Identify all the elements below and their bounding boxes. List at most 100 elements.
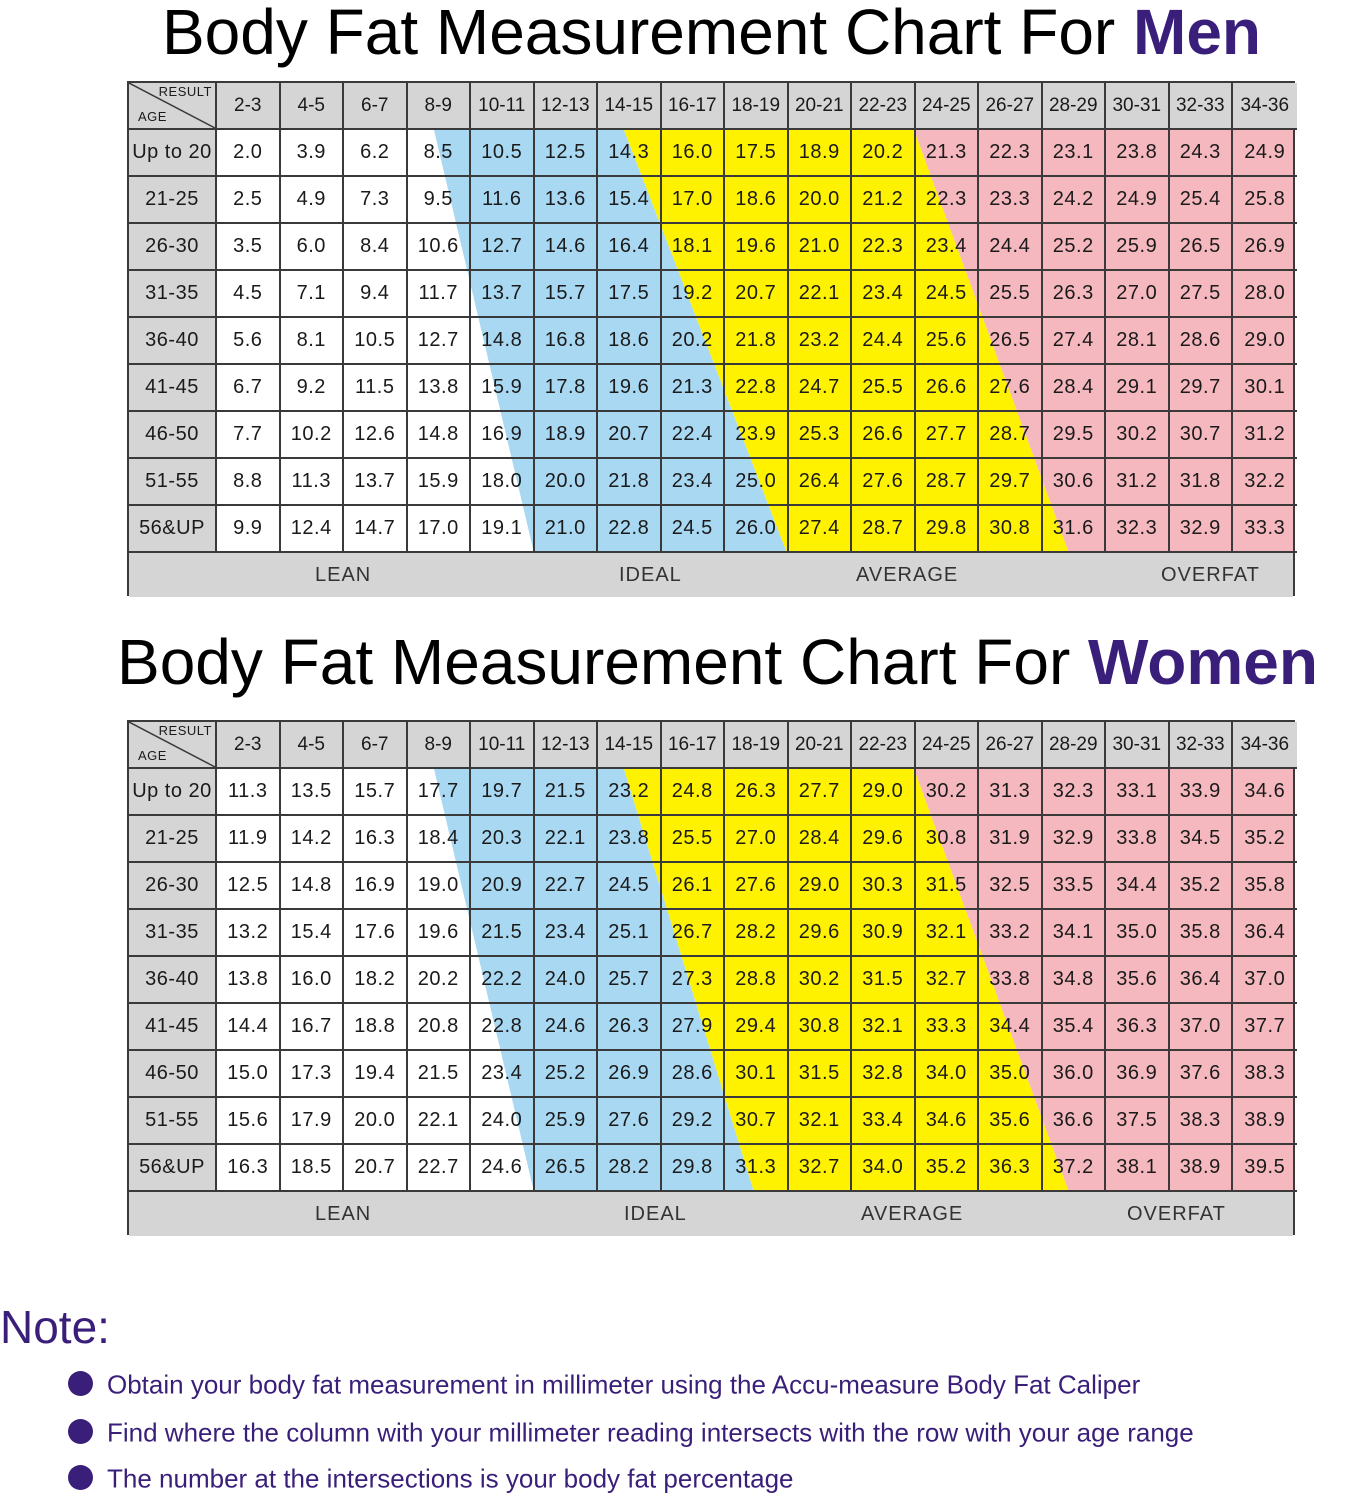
men-value-cell: 3.5 xyxy=(217,224,281,271)
women-value-cell: 20.2 xyxy=(407,957,471,1004)
women-value-cell: 32.1 xyxy=(852,1004,916,1051)
women-value-cell: 26.5 xyxy=(534,1145,598,1192)
men-body-fat-table: RESULT AGE 2-3 4-5 6-7 8-9 10-11 12-13 14-15 16-1… xyxy=(127,81,1297,597)
women-value-cell: 29.4 xyxy=(725,1004,789,1051)
women-footer-overfat: OVERFAT xyxy=(1127,1203,1226,1225)
men-overfat-zone xyxy=(914,130,1293,553)
men-age-label: Up to 20 xyxy=(129,130,217,177)
men-value-cell: 32.2 xyxy=(1233,459,1297,506)
men-column-header: 12-13 xyxy=(534,83,598,130)
men-value-cell: 25.0 xyxy=(725,459,789,506)
women-value-cell: 16.7 xyxy=(280,1004,344,1051)
women-value-cell: 34.1 xyxy=(1042,910,1106,957)
men-value-cell: 20.0 xyxy=(534,459,598,506)
women-table-row: 41-45 14.4 16.7 18.8 20.8 22.8 24.6 26.3 27.9 29.… xyxy=(129,1004,1297,1051)
men-value-cell: 28.0 xyxy=(1233,271,1297,318)
men-value-cell: 14.8 xyxy=(407,412,471,459)
men-value-cell: 32.9 xyxy=(1169,506,1233,553)
men-value-cell: 29.0 xyxy=(1233,318,1297,365)
women-age-label: 51-55 xyxy=(129,1098,217,1145)
men-column-header: 30-31 xyxy=(1106,83,1170,130)
women-value-cell: 35.0 xyxy=(1106,910,1170,957)
bullet-icon xyxy=(68,1370,93,1396)
women-value-cell: 14.8 xyxy=(280,863,344,910)
men-value-cell: 24.9 xyxy=(1233,130,1297,177)
women-table-row: Up to 20 11.3 13.5 15.7 17.7 19.7 21.5 23.2 24.8… xyxy=(129,769,1297,816)
men-value-cell: 13.6 xyxy=(534,177,598,224)
men-value-cell: 16.0 xyxy=(661,130,725,177)
men-value-cell: 22.3 xyxy=(915,177,979,224)
men-column-header: 4-5 xyxy=(280,83,344,130)
women-chart-title: Body Fat Measurement Chart For Women xyxy=(32,622,1371,702)
men-value-cell: 25.6 xyxy=(915,318,979,365)
men-lean-zone xyxy=(217,130,534,553)
women-value-cell: 32.1 xyxy=(915,910,979,957)
men-value-cell: 29.7 xyxy=(979,459,1043,506)
women-value-cell: 11.3 xyxy=(217,769,281,816)
men-value-cell: 25.3 xyxy=(788,412,852,459)
women-value-cell: 35.6 xyxy=(979,1098,1043,1145)
women-value-cell: 29.0 xyxy=(852,769,916,816)
men-value-cell: 18.6 xyxy=(598,318,662,365)
women-value-cell: 34.4 xyxy=(1106,863,1170,910)
women-value-cell: 28.2 xyxy=(598,1145,662,1192)
women-value-cell: 31.3 xyxy=(725,1145,789,1192)
men-value-cell: 7.1 xyxy=(280,271,344,318)
men-value-cell: 15.4 xyxy=(598,177,662,224)
men-age-label: 36-40 xyxy=(129,318,217,365)
women-value-cell: 20.3 xyxy=(471,816,535,863)
women-value-cell: 24.8 xyxy=(661,769,725,816)
women-value-cell: 34.8 xyxy=(1042,957,1106,1004)
men-value-cell: 10.2 xyxy=(280,412,344,459)
women-value-cell: 18.5 xyxy=(280,1145,344,1192)
men-value-cell: 9.2 xyxy=(280,365,344,412)
women-value-cell: 13.5 xyxy=(280,769,344,816)
women-value-cell: 26.3 xyxy=(725,769,789,816)
women-value-cell: 31.5 xyxy=(915,863,979,910)
corner-diagonal xyxy=(129,83,216,129)
women-column-header: 8-9 xyxy=(407,722,471,769)
men-value-cell: 23.4 xyxy=(852,271,916,318)
men-column-header: 14-15 xyxy=(598,83,662,130)
women-value-cell: 17.7 xyxy=(407,769,471,816)
women-value-cell: 35.8 xyxy=(1169,910,1233,957)
women-value-cell: 18.2 xyxy=(344,957,408,1004)
men-corner-cell: RESULT AGE xyxy=(129,83,217,130)
women-age-label: 26-30 xyxy=(129,863,217,910)
women-column-header: 28-29 xyxy=(1042,722,1106,769)
men-value-cell: 14.8 xyxy=(471,318,535,365)
women-value-cell: 23.4 xyxy=(471,1051,535,1098)
men-value-cell: 12.6 xyxy=(344,412,408,459)
women-column-header: 6-7 xyxy=(344,722,408,769)
women-value-cell: 31.5 xyxy=(788,1051,852,1098)
women-value-cell: 35.2 xyxy=(1233,816,1297,863)
men-value-cell: 16.4 xyxy=(598,224,662,271)
women-value-cell: 27.0 xyxy=(725,816,789,863)
women-value-cell: 35.0 xyxy=(979,1051,1043,1098)
women-value-cell: 27.6 xyxy=(725,863,789,910)
women-age-label: 31-35 xyxy=(129,910,217,957)
men-value-cell: 25.4 xyxy=(1169,177,1233,224)
men-value-cell: 12.5 xyxy=(534,130,598,177)
men-value-cell: 19.6 xyxy=(598,365,662,412)
men-column-header: 16-17 xyxy=(661,83,725,130)
men-value-cell: 32.3 xyxy=(1106,506,1170,553)
women-title-prefix: Body Fat Measurement Chart For xyxy=(117,626,1089,698)
women-corner-cell: RESULT AGE xyxy=(129,722,217,769)
men-value-cell: 31.8 xyxy=(1169,459,1233,506)
women-value-cell: 37.0 xyxy=(1233,957,1297,1004)
men-value-cell: 22.3 xyxy=(852,224,916,271)
women-average-zone xyxy=(624,769,1069,1192)
men-value-cell: 22.8 xyxy=(725,365,789,412)
women-value-cell: 36.0 xyxy=(1042,1051,1106,1098)
women-value-cell: 30.9 xyxy=(852,910,916,957)
women-value-cell: 17.3 xyxy=(280,1051,344,1098)
men-value-cell: 5.6 xyxy=(217,318,281,365)
women-value-cell: 31.5 xyxy=(852,957,916,1004)
men-value-cell: 28.7 xyxy=(852,506,916,553)
men-chart-title: Body Fat Measurement Chart For Men xyxy=(26,0,1371,72)
women-value-cell: 26.3 xyxy=(598,1004,662,1051)
men-value-cell: 21.8 xyxy=(725,318,789,365)
women-value-cell: 22.2 xyxy=(471,957,535,1004)
women-value-cell: 36.4 xyxy=(1233,910,1297,957)
